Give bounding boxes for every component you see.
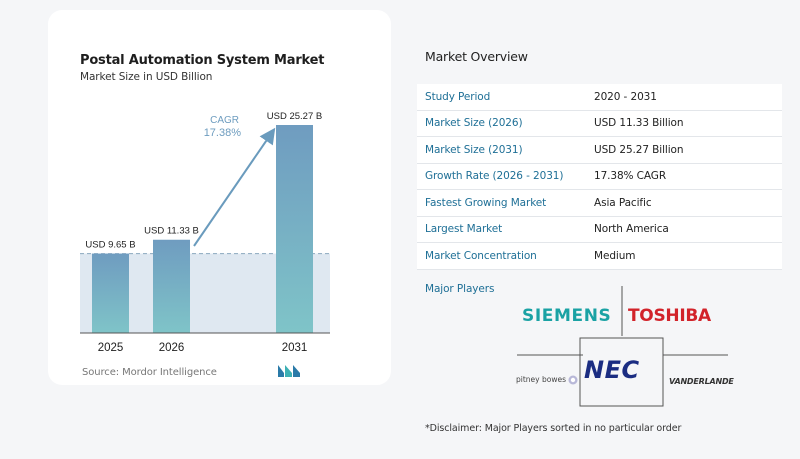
bar-2025 bbox=[92, 253, 129, 333]
overview-key: Growth Rate (2026 - 2031) bbox=[425, 170, 564, 183]
disclaimer: *Disclaimer: Major Players sorted in no … bbox=[425, 423, 682, 434]
bar-2031 bbox=[276, 125, 313, 333]
bar-2026 bbox=[153, 239, 190, 333]
overview-value: 2020 - 2031 bbox=[594, 90, 657, 103]
nec-logo: NEC bbox=[584, 356, 640, 384]
bar-data-label: USD 9.65 B bbox=[85, 240, 135, 251]
chart-title: Postal Automation System Market bbox=[80, 53, 325, 68]
overview-key: Market Concentration bbox=[425, 249, 537, 262]
overview-key: Market Size (2031) bbox=[425, 143, 523, 156]
x-tick-label: 2026 bbox=[159, 342, 185, 354]
source-text: Source: Mordor Intelligence bbox=[82, 367, 217, 378]
cagr-arrow bbox=[193, 127, 276, 247]
chart-subtitle: Market Size in USD Billion bbox=[80, 71, 213, 83]
cagr-label: CAGR bbox=[210, 115, 239, 126]
overview-row: Study Period 2020 - 2031 bbox=[417, 84, 782, 111]
overview-key: Fastest Growing Market bbox=[425, 196, 547, 209]
overview-key: Study Period bbox=[425, 90, 491, 103]
bar-chart: USD 9.65 B 2025 USD 11.33 B 2026 USD 25.27 B… bbox=[80, 111, 330, 354]
siemens-logo: SIEMENS bbox=[522, 306, 612, 326]
overview-row: Market Size (2026) USD 11.33 Billion bbox=[417, 110, 782, 137]
pitney-bowes-logo: pitney bowes bbox=[516, 375, 578, 385]
bar-data-label: USD 11.33 B bbox=[144, 226, 199, 237]
x-tick-label: 2031 bbox=[282, 342, 308, 354]
cagr-value: 17.38% bbox=[204, 127, 242, 139]
overview-value: Asia Pacific bbox=[594, 196, 652, 209]
overview-row: Market Concentration Medium bbox=[417, 243, 782, 270]
overview-table: Study Period 2020 - 2031 Market Size (2026… bbox=[417, 84, 782, 270]
overview-row: Growth Rate (2026 - 2031) 17.38% CAGR bbox=[417, 163, 782, 190]
overview-row: Largest Market North America bbox=[417, 216, 782, 243]
overview-key: Largest Market bbox=[425, 223, 503, 236]
mordor-logo-icon bbox=[278, 365, 300, 377]
vanderlande-logo: VANDERLANDE bbox=[669, 377, 734, 386]
overview-value: USD 25.27 Billion bbox=[594, 143, 684, 156]
players-title: Major Players bbox=[425, 283, 495, 295]
bar-data-label: USD 25.27 B bbox=[267, 111, 322, 122]
overview-value: Medium bbox=[594, 249, 636, 262]
overview-row: Fastest Growing Market Asia Pacific bbox=[417, 190, 782, 217]
overview-title: Market Overview bbox=[425, 49, 528, 64]
overview-value: USD 11.33 Billion bbox=[594, 117, 684, 130]
x-tick-label: 2025 bbox=[98, 342, 124, 354]
toshiba-logo: TOSHIBA bbox=[628, 306, 711, 326]
pitney-bowes-icon bbox=[568, 375, 578, 385]
overview-value: North America bbox=[594, 223, 669, 236]
overview-row: Market Size (2031) USD 25.27 Billion bbox=[417, 137, 782, 164]
overview-value: 17.38% CAGR bbox=[594, 170, 667, 183]
overview-key: Market Size (2026) bbox=[425, 117, 523, 130]
